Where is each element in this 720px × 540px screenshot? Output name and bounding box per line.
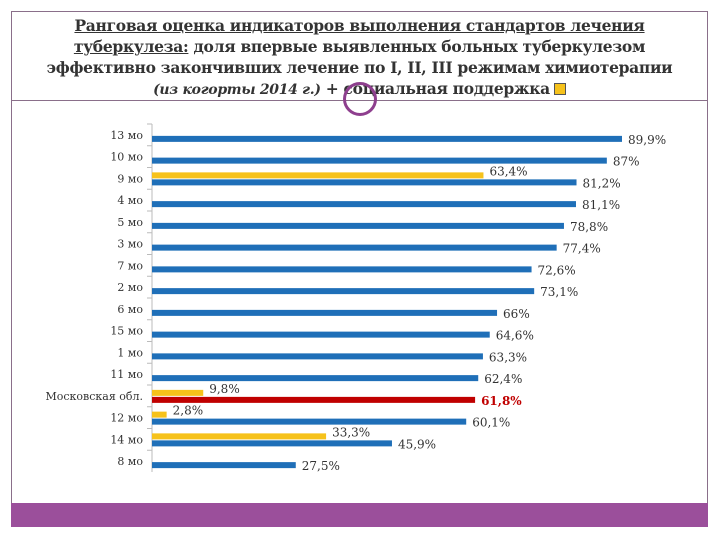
- data-label-support: 63,4%: [489, 164, 527, 178]
- bar-main: [152, 201, 576, 208]
- category-label: 14 мо: [110, 433, 143, 446]
- bar-main: [152, 309, 498, 316]
- title-line-4: (из когорты 2014 г.) + социальная поддер…: [11, 78, 708, 101]
- category-label: 1 мо: [117, 346, 143, 359]
- support-note: + социальная поддержка: [320, 79, 550, 98]
- category-label: Московская обл.: [46, 390, 144, 403]
- bar-main: [152, 179, 577, 186]
- category-label: 12 мо: [110, 412, 143, 425]
- data-label-main: 64,6%: [496, 329, 534, 343]
- category-label: 11 мо: [110, 368, 143, 381]
- bar-main: [152, 288, 535, 295]
- annotation-circle: [343, 82, 377, 116]
- bar-support: [152, 411, 167, 418]
- data-label-main: 72,6%: [538, 263, 576, 277]
- data-label-support: 33,3%: [332, 425, 370, 439]
- title-underlined: туберкулеза:: [73, 37, 189, 56]
- data-label-support: 9,8%: [209, 382, 240, 396]
- category-label: 4 мо: [117, 194, 143, 207]
- data-label-main: 81,1%: [582, 198, 620, 212]
- bar-support: [152, 389, 204, 396]
- bar-main: [152, 418, 467, 425]
- bar-support: [152, 172, 484, 179]
- data-label-main: 73,1%: [540, 285, 578, 299]
- bar-main: [152, 266, 532, 273]
- bar-main: [152, 353, 483, 360]
- data-label-main: 45,9%: [398, 437, 436, 451]
- cohort-note: (из когорты 2014 г.): [153, 82, 321, 98]
- data-label-main: 60,1%: [472, 416, 510, 430]
- title-rest: доля впервые выявленных больных туберкул…: [188, 37, 646, 56]
- slide-title: Ранговая оценка индикаторов выполнения с…: [11, 11, 708, 101]
- category-label: 7 мо: [117, 259, 143, 272]
- bar-main: [152, 331, 490, 338]
- bar-main: [152, 375, 479, 382]
- data-label-main: 78,8%: [570, 220, 608, 234]
- category-label: 15 мо: [110, 325, 143, 338]
- category-label: 13 мо: [110, 129, 143, 142]
- data-label-main: 89,9%: [628, 133, 666, 147]
- bar-main: [152, 396, 476, 403]
- bar-main: [152, 135, 622, 142]
- category-label: 6 мо: [117, 303, 143, 316]
- category-label: 9 мо: [117, 172, 143, 185]
- data-label-support: 2,8%: [173, 404, 204, 418]
- bar-main: [152, 222, 564, 229]
- data-label-main: 61,8%: [481, 394, 522, 408]
- category-label: 8 мо: [117, 455, 143, 468]
- category-label: 3 мо: [117, 238, 143, 251]
- category-label: 5 мо: [117, 216, 143, 229]
- data-label-main: 81,2%: [583, 176, 621, 190]
- bar-main: [152, 244, 557, 251]
- data-label-main: 62,4%: [484, 372, 522, 386]
- title-line-2: туберкулеза: доля впервые выявленных бол…: [11, 36, 708, 57]
- footer-bar: [11, 503, 708, 527]
- data-label-main: 63,3%: [489, 350, 527, 364]
- data-label-main: 77,4%: [563, 242, 601, 256]
- bar-main: [152, 462, 296, 469]
- bar-main: [152, 440, 392, 447]
- bar-main: [152, 157, 607, 164]
- bar-support: [152, 433, 327, 440]
- data-label-main: 87%: [613, 155, 640, 169]
- title-line-1: Ранговая оценка индикаторов выполнения с…: [74, 16, 645, 35]
- category-label: 2 мо: [117, 281, 143, 294]
- support-legend-swatch: [553, 83, 566, 95]
- title-line-3: эффективно закончивших лечение по I, II,…: [46, 58, 673, 77]
- category-label: 10 мо: [110, 151, 143, 164]
- data-label-main: 66%: [503, 307, 530, 321]
- data-label-main: 27,5%: [302, 459, 340, 473]
